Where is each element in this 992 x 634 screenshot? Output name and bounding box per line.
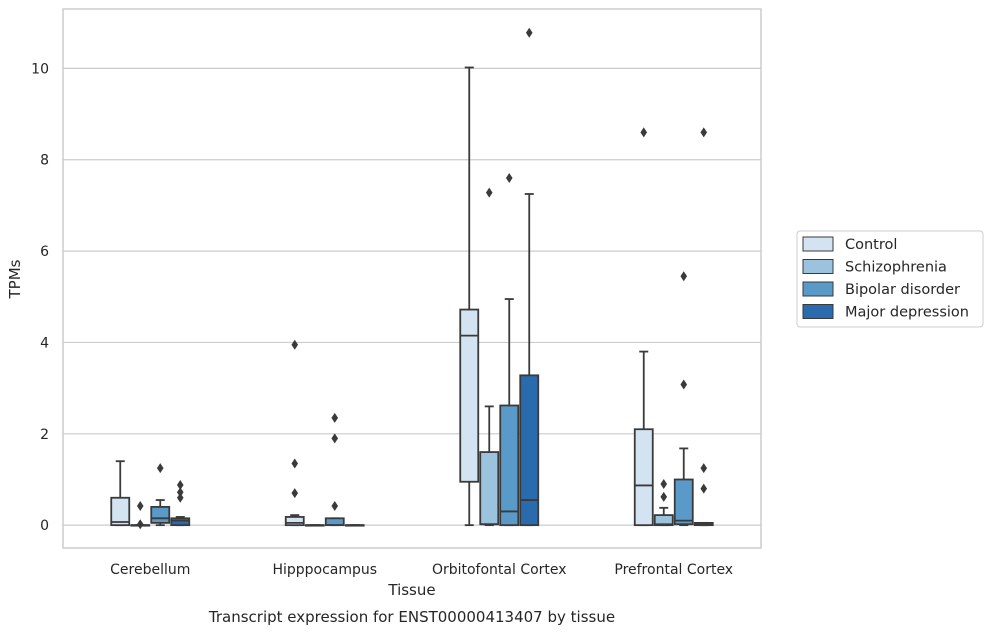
outlier-point: [680, 271, 688, 282]
box-control: [459, 66, 480, 527]
y-tick-label: 2: [40, 427, 49, 443]
gridlines: [63, 67, 761, 526]
x-tick-label: Cerebellum: [110, 562, 190, 578]
outlier-point: [680, 379, 688, 390]
outlier-point: [660, 479, 668, 490]
outlier-point: [291, 458, 299, 469]
legend-frame: [796, 230, 984, 328]
legend-swatch: [802, 259, 834, 274]
box-body: [479, 451, 500, 526]
legend-swatch: [802, 304, 834, 319]
outlier-point: [291, 339, 299, 350]
outlier-point: [176, 492, 184, 503]
y-tick-label: 6: [40, 244, 49, 260]
box-bipolar-disorder: [499, 298, 520, 527]
box-control: [110, 460, 131, 527]
plot-frame: [62, 8, 762, 549]
outlier-point: [176, 479, 184, 490]
legend: Control Schizophrenia Bipolar disorder Majo…: [796, 230, 984, 328]
outlier-point: [700, 463, 708, 474]
box-body: [499, 404, 520, 527]
box-bipolar-disorder: [673, 447, 694, 527]
box-major-depression: [693, 521, 714, 527]
box-body: [633, 428, 654, 527]
y-tick-label: 0: [40, 518, 49, 534]
x-tick-label: Orbitofontal Cortex: [432, 562, 567, 578]
box-body: [284, 516, 305, 527]
outlier-point: [156, 463, 164, 474]
y-tick-label: 4: [40, 335, 49, 351]
box-body: [150, 505, 171, 524]
outlier-point: [525, 27, 533, 38]
box-body: [673, 478, 694, 526]
y-axis-label: TPMs: [6, 259, 24, 299]
box-bipolar-disorder: [150, 499, 171, 527]
chart-title: Transcript expression for ENST0000041340…: [208, 608, 615, 626]
outlier-point: [331, 500, 339, 511]
box-body: [519, 374, 540, 527]
outlier-point: [176, 487, 184, 498]
x-tick-labels: Cerebellum Hipppocampus Orbitofontal Corte…: [110, 562, 733, 578]
x-tick-label: Hipppocampus: [272, 562, 377, 578]
fliers: [136, 27, 708, 530]
box-control: [284, 514, 305, 527]
box-schizophrenia: [304, 524, 325, 527]
box-major-depression: [170, 516, 191, 527]
outlier-point: [660, 491, 668, 502]
legend-label: Major depression: [845, 305, 969, 321]
x-axis-label: Tissue: [387, 581, 435, 599]
y-tick-label: 10: [31, 61, 49, 77]
box-body: [324, 517, 345, 527]
legend-label: Control: [845, 237, 897, 253]
boxes: [110, 66, 714, 527]
box-body: [653, 514, 674, 527]
outlier-point: [136, 500, 144, 511]
legend-label: Schizophrenia: [845, 260, 947, 276]
outlier-point: [700, 127, 708, 138]
y-tick-label: 8: [40, 153, 49, 169]
box-body: [110, 496, 131, 527]
box-control: [633, 350, 654, 527]
outlier-point: [331, 433, 339, 444]
outlier-point: [640, 127, 648, 138]
box-body: [459, 308, 480, 483]
outlier-point: [700, 483, 708, 494]
outlier-point: [505, 173, 513, 184]
legend-label: Bipolar disorder: [845, 282, 960, 298]
box-major-depression: [519, 193, 540, 527]
box-schizophrenia: [653, 506, 674, 527]
box-bipolar-disorder: [324, 517, 345, 527]
box-schizophrenia: [479, 405, 500, 527]
legend-swatch: [802, 281, 834, 297]
box-body: [170, 517, 191, 527]
outlier-point: [331, 412, 339, 423]
outlier-point: [291, 488, 299, 499]
outlier-point: [136, 519, 144, 530]
x-tick-label: Prefrontal Cortex: [614, 562, 733, 578]
y-tick-labels: 0 2 4 6 8 10: [31, 61, 49, 534]
legend-swatch: [802, 236, 834, 252]
outlier-point: [485, 187, 493, 198]
box-major-depression: [344, 524, 365, 527]
